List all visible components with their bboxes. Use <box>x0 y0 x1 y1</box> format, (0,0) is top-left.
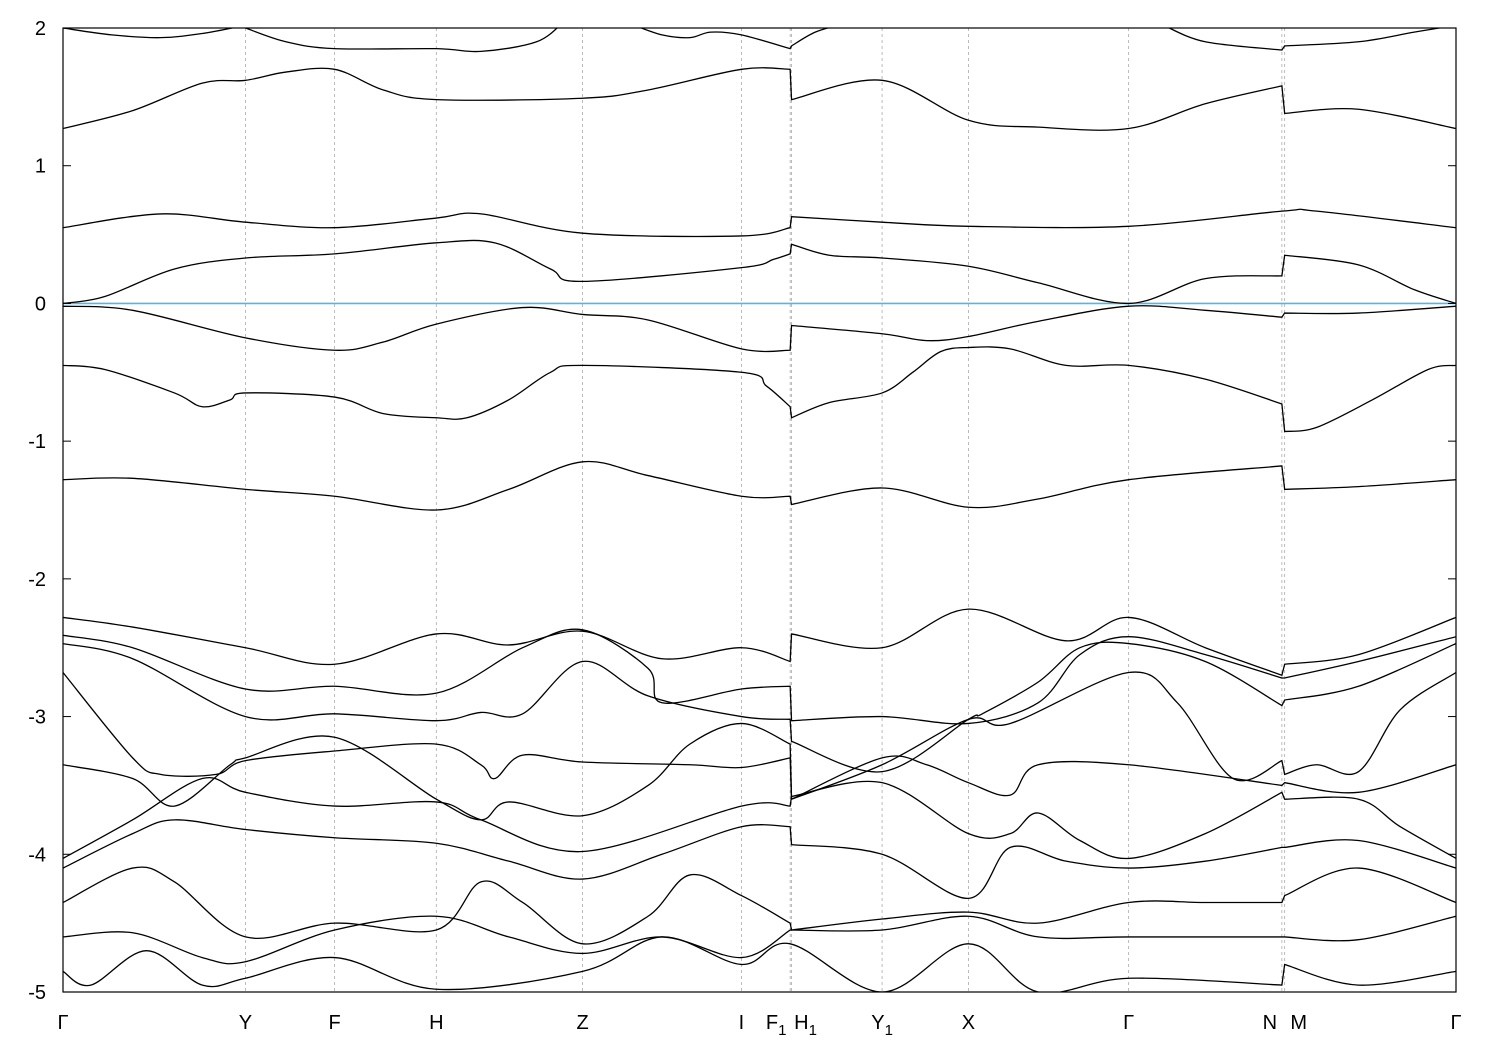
y-tick-label: 0 <box>35 293 46 315</box>
x-tick-subscript: 1 <box>778 1022 786 1039</box>
x-tick-label: Y <box>239 1012 252 1034</box>
x-tick-subscript: 1 <box>885 1022 893 1039</box>
x-tick-label: N <box>1263 1012 1277 1034</box>
grid-lines <box>245 28 1286 992</box>
band-line <box>63 819 1456 900</box>
band-line <box>1167 28 1444 51</box>
y-tick-label: -1 <box>28 431 46 453</box>
y-axis: 2 1 0 -1 -2 -3 -4 -5 <box>28 18 1456 1004</box>
band-line <box>63 641 1456 773</box>
y-tick-label: -4 <box>28 844 46 866</box>
y-tick-label: -5 <box>28 982 46 1004</box>
x-tick-label: Γ <box>1450 1012 1461 1034</box>
band-line <box>63 776 1456 860</box>
band-line <box>63 608 1456 677</box>
x-tick-label: I <box>739 1012 745 1034</box>
x-axis: Γ Y F H Z I F1 H1 Y1 X Γ N M Γ <box>57 1012 1461 1039</box>
x-tick-label: F <box>329 1012 341 1034</box>
x-tick-label: H1 <box>794 1012 817 1039</box>
plot-frame <box>62 27 1457 993</box>
x-tick-label: H <box>429 1012 443 1034</box>
x-tick-label: Y1 <box>871 1012 893 1039</box>
x-tick-label: X <box>962 1012 975 1034</box>
band-line <box>63 239 1456 305</box>
y-tick-label: 1 <box>35 156 46 178</box>
band-line <box>245 28 559 53</box>
band-line <box>63 915 1456 965</box>
band-line <box>63 671 1456 801</box>
x-tick-label: Γ <box>1123 1012 1134 1034</box>
band-line <box>63 936 1456 992</box>
band-line <box>63 28 236 39</box>
band-line <box>63 305 1456 353</box>
x-tick-label: Z <box>576 1012 588 1034</box>
x-tick-label: F1 <box>766 1012 787 1039</box>
band-line <box>63 866 1456 945</box>
band-line <box>639 28 830 50</box>
x-tick-subscript: 1 <box>809 1022 817 1039</box>
x-tick-label: M <box>1290 1012 1307 1034</box>
y-tick-label: 2 <box>35 18 46 40</box>
band-line <box>63 460 1456 511</box>
x-tick-label: Γ <box>57 1012 68 1034</box>
y-tick-label: -2 <box>28 569 46 591</box>
band-line <box>63 208 1456 238</box>
band-line <box>63 346 1456 433</box>
y-tick-label: -3 <box>28 707 46 729</box>
bands <box>63 28 1456 992</box>
band-line <box>63 722 1456 821</box>
band-line <box>63 67 1456 131</box>
band-line <box>63 628 1456 725</box>
